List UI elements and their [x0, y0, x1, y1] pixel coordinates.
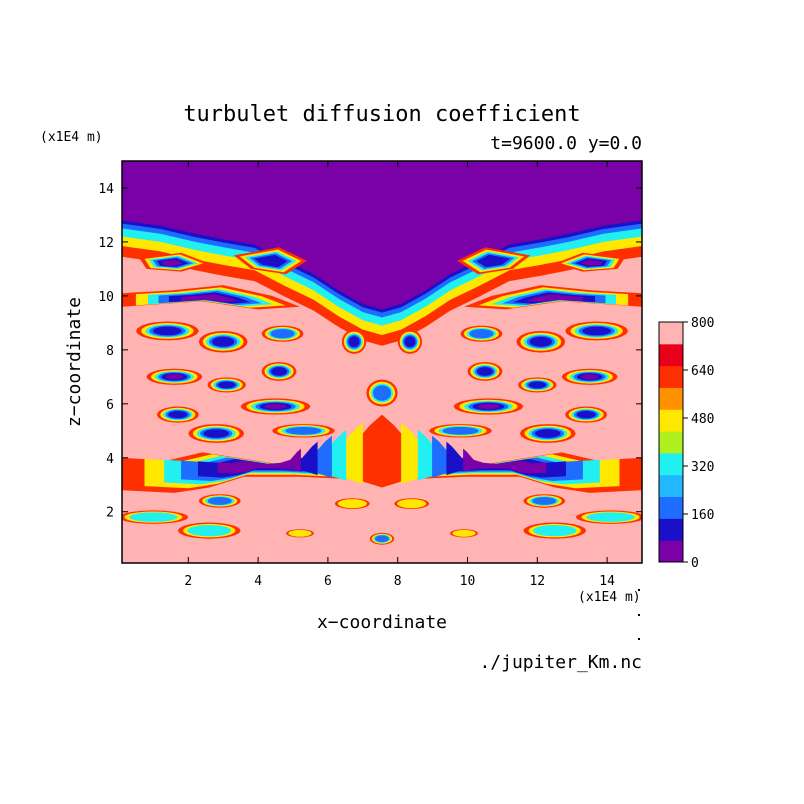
contour-band — [187, 525, 232, 537]
contour-bands — [122, 161, 642, 545]
contour-band — [529, 336, 552, 347]
colorbar-swatch — [659, 452, 683, 476]
contour-band — [586, 512, 635, 522]
contour-band — [477, 403, 500, 410]
contour-band — [526, 294, 583, 303]
y-tick-label: 6 — [106, 398, 114, 413]
contour-band — [397, 499, 427, 509]
chart-title: turbulet diffusion coefficient — [183, 102, 580, 127]
plot-area — [122, 161, 642, 563]
contour-band — [463, 448, 547, 474]
contour-band — [404, 336, 416, 348]
contour-band — [580, 374, 599, 380]
colorbar-swatch — [659, 540, 683, 563]
y-tick-label: 10 — [98, 290, 114, 305]
y-tick-label: 4 — [106, 452, 114, 467]
contour-band — [374, 535, 390, 543]
contour-band — [528, 381, 547, 389]
x-tick-label: 2 — [184, 574, 192, 589]
contour-band — [254, 254, 288, 268]
x-tick-label: 6 — [324, 574, 332, 589]
colorbar-swatch — [659, 518, 683, 541]
contour-band — [165, 374, 184, 380]
y-tick-label: 12 — [98, 236, 114, 251]
x-tick-label: 14 — [599, 574, 615, 589]
contour-band — [452, 529, 476, 537]
contour-band — [476, 254, 510, 268]
contour-band — [534, 429, 561, 438]
chart-subtitle: t=9600.0 y=0.0 — [490, 133, 642, 154]
x-tick-label: 10 — [460, 574, 476, 589]
corner-marks — [638, 589, 640, 640]
contour-band — [217, 448, 301, 474]
colorbar-tick-label: 320 — [691, 460, 714, 475]
contour-band — [372, 385, 392, 401]
contour-band — [442, 426, 479, 435]
contour-band — [217, 381, 236, 389]
colorbar: 0 160 320 480 640 800 — [658, 316, 714, 571]
colorbar-swatch — [659, 343, 683, 367]
plot-frame — [121, 160, 643, 564]
colorbar-swatch — [659, 409, 683, 432]
colorbar-tick-label: 800 — [691, 316, 714, 331]
contour-band — [264, 403, 287, 410]
upper-layer-region — [122, 161, 642, 221]
contour-band — [348, 336, 360, 348]
y-axis-label: z−coordinate — [64, 297, 85, 427]
contour-band — [129, 512, 178, 522]
y-axis: 2 4 6 8 10 12 14 — [98, 182, 642, 521]
y-tick-label: 2 — [106, 506, 114, 521]
colorbar-swatch — [659, 431, 683, 454]
contour-band — [212, 336, 235, 347]
colorbar-tick-label: 480 — [691, 412, 714, 427]
x-axis: 2 4 6 8 10 12 14 — [184, 161, 615, 589]
colorbar-swatch — [659, 496, 683, 519]
colorbar-swatch — [659, 322, 683, 345]
contour-band — [271, 367, 288, 376]
contour-band — [203, 429, 230, 438]
contour-band — [152, 326, 182, 336]
colorbar-swatch — [659, 474, 683, 498]
colorbar-tick-label: 0 — [691, 556, 699, 571]
y-unit-label: (x1E4 m) — [40, 130, 103, 145]
source-file-label: ./jupiter_Km.nc — [479, 652, 642, 673]
contour-band — [532, 497, 557, 505]
x-tick-label: 8 — [394, 574, 402, 589]
contour-band — [469, 329, 494, 339]
colorbar-swatch — [659, 365, 683, 388]
colorbar-tick-label: 160 — [691, 508, 714, 523]
contour-band — [582, 326, 612, 336]
contour-band — [285, 426, 322, 435]
contour-band — [168, 410, 188, 419]
y-tick-label: 8 — [106, 344, 114, 359]
contour-band — [337, 499, 367, 509]
x-unit-label: (x1E4 m) — [578, 590, 641, 605]
contour-band — [476, 367, 493, 376]
x-tick-label: 4 — [254, 574, 262, 589]
contour-band — [161, 259, 184, 266]
contour-band — [532, 525, 577, 537]
colorbar-swatch — [659, 387, 683, 410]
colorbar-tick-label: 640 — [691, 364, 714, 379]
contour-band — [207, 497, 232, 505]
colorbar-frame — [658, 321, 684, 563]
contour-band — [270, 329, 295, 339]
x-tick-label: 12 — [529, 574, 545, 589]
contour-band — [181, 294, 238, 303]
x-axis-label: x−coordinate — [317, 612, 447, 633]
contour-band — [288, 529, 312, 537]
y-tick-label: 14 — [98, 182, 114, 197]
contour-band — [576, 410, 596, 419]
contour-band — [580, 259, 603, 266]
